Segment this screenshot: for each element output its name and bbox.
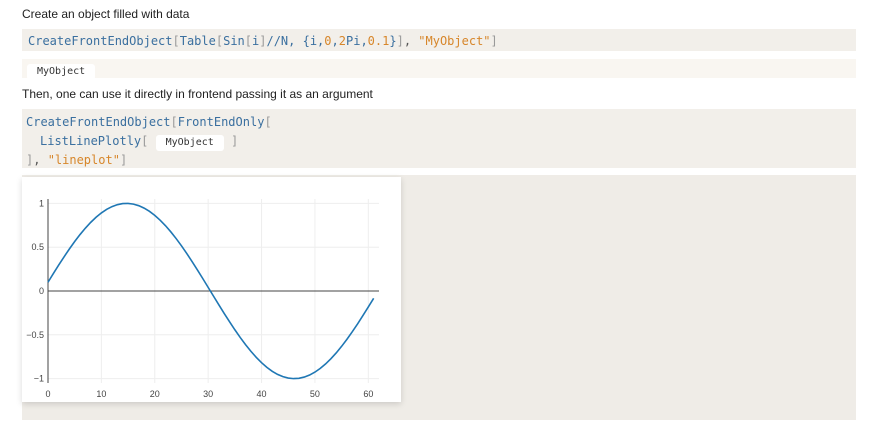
- object-chip[interactable]: MyObject: [27, 64, 96, 80]
- code-token: [: [170, 115, 178, 129]
- code-token: [: [264, 115, 272, 129]
- x-tick-label: 60: [363, 389, 373, 399]
- series-line: [47, 202, 375, 380]
- intro-text: Create an object filled with data: [22, 7, 190, 21]
- input-cell-1[interactable]: CreateFrontEndObject[Table[Sin[i]//N, {i…: [22, 29, 856, 51]
- y-tick-label: −1: [34, 374, 44, 384]
- code-line: ], "lineplot"]: [26, 151, 852, 170]
- input-cell-2[interactable]: CreateFrontEndObject[FrontEndOnly[ ListL…: [22, 109, 856, 168]
- code-line: CreateFrontEndObject[FrontEndOnly[: [26, 113, 852, 132]
- x-tick-label: 20: [150, 389, 160, 399]
- code-line: CreateFrontEndObject[Table[Sin[i]//N, {i…: [28, 32, 850, 51]
- code-token: [: [172, 34, 180, 48]
- code-token: Table: [179, 34, 216, 48]
- code-token: ListLinePlotly: [40, 134, 142, 148]
- code-token: "MyObject": [418, 34, 491, 48]
- then-text: Then, one can use it directly in fronten…: [22, 87, 373, 101]
- code-token: ]: [26, 153, 34, 167]
- code-token: }: [389, 34, 397, 48]
- code-token: ]: [231, 134, 239, 148]
- code-token: ,: [403, 34, 419, 48]
- code-token: ]: [119, 153, 128, 167]
- code-token: "lineplot": [47, 153, 120, 167]
- code-token: Pi: [345, 34, 361, 48]
- code-token: i: [252, 34, 260, 48]
- code-token: [: [141, 134, 149, 148]
- plot-container[interactable]: 0 10 20 30 40 50 60 1 0.5 0 −0.5 −1: [22, 177, 401, 402]
- code-token: ,: [331, 34, 339, 48]
- code-line: ListLinePlotly[ MyObject ]: [26, 132, 852, 151]
- code-token: ,: [360, 34, 368, 48]
- code-token: //N, {i,: [266, 34, 325, 48]
- code-token: CreateFrontEndObject: [26, 115, 171, 129]
- line-plot[interactable]: 0 10 20 30 40 50 60 1 0.5 0 −0.5 −1: [22, 177, 401, 402]
- object-chip[interactable]: MyObject: [155, 135, 224, 151]
- code-token: [: [215, 34, 224, 48]
- code-token: ]: [490, 34, 498, 48]
- code-token: 0.1: [367, 34, 390, 48]
- code-token: Sin: [223, 34, 245, 48]
- code-token: 0: [324, 34, 332, 48]
- y-tick-label: 0: [39, 286, 44, 296]
- code-token: 2: [338, 34, 346, 48]
- code-token: CreateFrontEndObject: [28, 34, 173, 48]
- x-tick-label: 40: [257, 389, 267, 399]
- x-tick-label: 30: [203, 389, 213, 399]
- code-token: [: [244, 34, 253, 48]
- code-token: ]: [259, 34, 267, 48]
- output-cell-1: MyObject: [22, 59, 856, 80]
- code-token: FrontEndOnly: [177, 115, 265, 129]
- x-tick-label: 0: [45, 389, 50, 399]
- y-tick-label: −0.5: [26, 330, 44, 340]
- y-tick-label: 1: [39, 198, 44, 208]
- x-tick-label: 10: [96, 389, 106, 399]
- code-token: ,: [33, 153, 48, 167]
- x-tick-label: 50: [310, 389, 320, 399]
- code-token: ]: [396, 34, 404, 48]
- y-tick-label: 0.5: [31, 242, 44, 252]
